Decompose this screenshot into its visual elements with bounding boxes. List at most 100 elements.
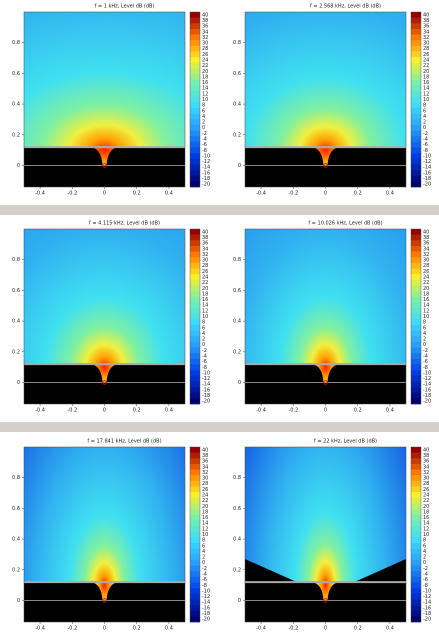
colorbar-label: 34 xyxy=(202,29,208,35)
colorbar-label: -20 xyxy=(423,617,431,623)
colorbar-cell xyxy=(411,497,421,504)
colorbar-label: -12 xyxy=(202,594,210,600)
colorbar-label: 6 xyxy=(202,108,205,114)
y-tick-label: 0.4 xyxy=(12,319,20,325)
colorbar-label: 18 xyxy=(202,74,208,80)
colorbar-label: 26 xyxy=(423,52,429,58)
colorbar-label: -8 xyxy=(423,148,428,154)
colorbar-label: 14 xyxy=(423,303,429,309)
colorbar-cell xyxy=(411,96,421,103)
colorbar-label: 0 xyxy=(423,125,426,131)
colorbar-cell xyxy=(190,279,200,286)
x-tick-label: 0.2 xyxy=(133,408,141,414)
colorbar-cell xyxy=(190,559,200,566)
colorbar-cell xyxy=(190,548,200,555)
colorbar-label: 36 xyxy=(202,459,208,465)
colorbar-cell xyxy=(411,492,421,499)
colorbar-label: 10 xyxy=(202,97,208,103)
x-tick-label: 0.4 xyxy=(165,626,173,632)
colorbar-cell xyxy=(411,245,421,252)
x-tick-label: 0.2 xyxy=(354,408,362,414)
colorbar-label: 14 xyxy=(423,86,429,92)
colorbar-label: 36 xyxy=(423,459,429,465)
colorbar-label: 36 xyxy=(423,24,429,30)
colorbar-label: -8 xyxy=(202,365,207,371)
colorbar-cell xyxy=(411,341,421,348)
x-tick-label: 0.4 xyxy=(165,408,173,414)
x-tick-label: -0.2 xyxy=(67,626,77,632)
colorbar-label: 10 xyxy=(423,314,429,320)
colorbar-label: -12 xyxy=(202,376,210,382)
colorbar-label: -18 xyxy=(202,176,210,182)
colorbar-cell xyxy=(411,353,421,360)
colorbar-cell xyxy=(190,158,200,165)
colorbar-cell xyxy=(411,141,421,148)
colorbar-label: -4 xyxy=(202,572,207,578)
colorbar-label: 22 xyxy=(202,280,208,286)
colorbar-label: 8 xyxy=(202,320,205,326)
source xyxy=(323,163,328,168)
colorbar-cell xyxy=(411,279,421,286)
colorbar-cell xyxy=(411,537,421,544)
colorbar-cell xyxy=(190,268,200,275)
y-tick-label: 0.8 xyxy=(233,40,241,46)
colorbar-cell xyxy=(190,341,200,348)
colorbar-cell xyxy=(411,463,421,470)
colorbar-label: 6 xyxy=(202,325,205,331)
colorbar-cell xyxy=(190,136,200,143)
colorbar-label: -8 xyxy=(202,583,207,589)
colorbar-cell xyxy=(190,605,200,612)
colorbar-label: -18 xyxy=(423,176,431,182)
colorbar-label: 20 xyxy=(202,69,208,75)
colorbar-label: 26 xyxy=(423,487,429,493)
colorbar-label: 28 xyxy=(202,263,208,269)
colorbar-label: 36 xyxy=(202,24,208,30)
colorbar-cell xyxy=(190,497,200,504)
colorbar-cell xyxy=(190,153,200,160)
colorbar-label: 12 xyxy=(423,526,429,532)
colorbar-cell xyxy=(411,62,421,69)
colorbar-label: -18 xyxy=(202,611,210,617)
colorbar-cell xyxy=(411,91,421,97)
colorbar-label: 8 xyxy=(423,103,426,109)
colorbar-label: -18 xyxy=(423,611,431,617)
colorbar-cell xyxy=(190,51,200,58)
colorbar-cell xyxy=(411,387,421,394)
colorbar-label: 18 xyxy=(423,291,429,297)
colorbar-label: 34 xyxy=(423,464,429,470)
colorbar-label: 26 xyxy=(202,487,208,493)
colorbar-label: -4 xyxy=(423,137,428,143)
colorbar-label: -20 xyxy=(202,399,210,405)
colorbar-label: -10 xyxy=(423,370,431,376)
colorbar-label: 4 xyxy=(202,331,205,337)
chart-title: f = 17.841 kHz, Level dB (dB) xyxy=(87,439,161,445)
colorbar-cell xyxy=(411,57,421,64)
colorbar-label: -8 xyxy=(423,583,428,589)
colorbar-label: 12 xyxy=(202,308,208,314)
colorbar-label: -10 xyxy=(202,153,210,159)
colorbar-label: 12 xyxy=(202,91,208,97)
colorbar-cell xyxy=(190,358,200,365)
x-tick-label: -0.4 xyxy=(35,408,45,414)
colorbar-label: -6 xyxy=(423,142,428,148)
colorbar-cell xyxy=(190,68,200,75)
colorbar-cell xyxy=(411,23,421,30)
colorbar-cell xyxy=(190,130,200,137)
colorbar-cell xyxy=(411,124,421,131)
x-tick-label: 0 xyxy=(103,626,106,632)
colorbar-label: 0 xyxy=(202,125,205,131)
colorbar-frame xyxy=(410,228,422,405)
colorbar-cell xyxy=(190,447,200,453)
colorbar-cell xyxy=(190,526,200,532)
colorbar-label: -6 xyxy=(423,359,428,365)
y-tick-label: 0.2 xyxy=(233,132,241,138)
colorbar-label: 34 xyxy=(423,246,429,252)
colorbar-label: -10 xyxy=(423,588,431,594)
y-tick-label: 0.4 xyxy=(233,319,241,325)
colorbar-cell xyxy=(411,302,421,309)
colorbar-cell xyxy=(190,285,200,292)
colorbar-label: 22 xyxy=(202,63,208,69)
colorbar-label: 26 xyxy=(423,269,429,275)
colorbar-cell xyxy=(411,347,421,354)
colorbar-cell xyxy=(190,62,200,69)
